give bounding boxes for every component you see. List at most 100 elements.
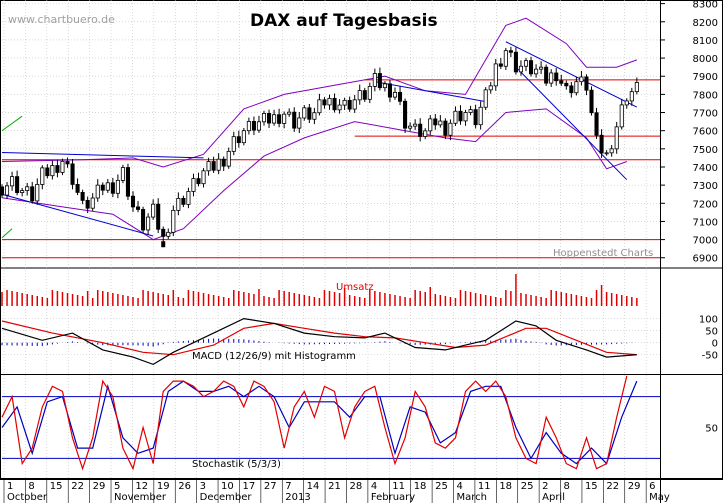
candle-body	[120, 167, 125, 181]
candlesticks	[0, 46, 639, 248]
candle-body	[367, 85, 372, 100]
candle-body	[629, 91, 634, 102]
x-tick-label: 2	[542, 481, 548, 492]
y-tick-label: 7700	[693, 109, 718, 120]
x-tick-label: 15	[50, 481, 63, 492]
candle-body	[10, 176, 15, 187]
candle-body	[60, 160, 65, 173]
candle-body	[171, 209, 176, 233]
candle-body	[35, 184, 40, 202]
x-tick-label: 11	[392, 481, 405, 492]
candle-body	[493, 63, 498, 87]
x-tick-label: 8	[564, 481, 570, 492]
green-trend-line	[1, 228, 13, 239]
horizontal-levels	[2, 79, 660, 259]
candle-body	[463, 112, 468, 122]
candle-body	[337, 104, 342, 111]
stochastic-label: Stochastik (5/3/3)	[192, 459, 281, 470]
x-tick-label: 25	[435, 481, 448, 492]
bollinger-bands	[1, 17, 637, 241]
candle-body	[277, 114, 282, 124]
candle-body	[518, 65, 523, 73]
candle-body	[448, 122, 453, 136]
macd-tick-label: -50	[702, 351, 718, 362]
x-tick-label: 28	[349, 481, 362, 492]
x-tick-label: 15	[585, 481, 598, 492]
x-tick-label: 14	[307, 481, 320, 492]
candle-body	[211, 161, 216, 171]
x-tick-label: 7	[285, 481, 291, 492]
candle-body	[80, 191, 85, 201]
candle-body	[624, 100, 629, 106]
candle-body	[30, 186, 35, 202]
stochastic-panel	[1, 375, 660, 471]
candle-body	[85, 199, 90, 209]
candle-body	[488, 85, 493, 91]
candle-body	[307, 107, 312, 120]
candle-body	[377, 73, 382, 89]
x-tick-label: 4	[457, 481, 463, 492]
y-tick-label: 8200	[693, 18, 718, 29]
candle-body	[125, 167, 130, 197]
candle-body	[100, 184, 105, 191]
y-tick-label: 7800	[693, 90, 718, 101]
y-tick-label: 8100	[693, 36, 718, 47]
candle-body	[161, 228, 166, 237]
month-label: October	[7, 492, 48, 503]
candle-body	[156, 203, 161, 230]
candle-body	[609, 148, 614, 154]
candle-body	[468, 109, 473, 113]
candle-body	[65, 160, 70, 165]
candle-body	[418, 123, 423, 137]
candle-body	[579, 76, 584, 83]
y-tick-label: 8300	[693, 0, 718, 11]
candle-body	[458, 110, 463, 122]
y-axis-ticks: 6900 7000 7100 7200 7300 7400 7500 7600 7700 7800…	[660, 0, 718, 435]
candle-body	[45, 167, 50, 177]
candle-body	[146, 216, 151, 231]
x-tick-label: 1	[7, 481, 13, 492]
candle-body	[25, 186, 30, 191]
candle-body	[236, 136, 241, 144]
candle-body	[508, 50, 513, 53]
bollinger-upper	[1, 17, 637, 168]
candle-body	[413, 123, 418, 127]
stoch-tick-label: 50	[705, 424, 718, 435]
candle-body	[438, 120, 443, 126]
trend-line	[515, 66, 628, 181]
macd-line	[1, 317, 637, 366]
candle-body	[362, 90, 367, 100]
month-label: April	[542, 492, 565, 503]
month-label: November	[114, 492, 167, 503]
candle-body	[478, 106, 483, 126]
month-label: 2013	[285, 492, 310, 503]
y-tick-label: 7900	[693, 72, 718, 83]
candle-body	[408, 125, 413, 129]
candle-body	[614, 126, 619, 150]
candle-body	[55, 165, 60, 173]
month-label: December	[200, 492, 253, 503]
candle-body	[95, 184, 100, 199]
candle-body	[90, 197, 95, 209]
candle-body	[206, 161, 211, 172]
trend-lines	[1, 41, 638, 239]
x-tick-label: 17	[242, 481, 255, 492]
candle-body	[594, 112, 599, 136]
candle-body	[357, 90, 362, 101]
x-tick-label: 6	[649, 481, 655, 492]
candle-body	[544, 66, 549, 84]
x-tick-label: 25	[521, 481, 534, 492]
candle-body	[231, 136, 236, 152]
month-label: March	[457, 492, 487, 503]
x-tick-label: 8	[28, 481, 34, 492]
candle-body	[372, 73, 377, 87]
candle-body	[297, 117, 302, 129]
x-tick-label: 18	[414, 481, 427, 492]
volume-bars	[1, 274, 638, 306]
y-tick-label: 7100	[693, 217, 718, 228]
candle-body	[352, 99, 357, 110]
macd-tick-label: 50	[705, 327, 718, 338]
candle-body	[423, 130, 428, 137]
candle-body	[166, 231, 171, 237]
